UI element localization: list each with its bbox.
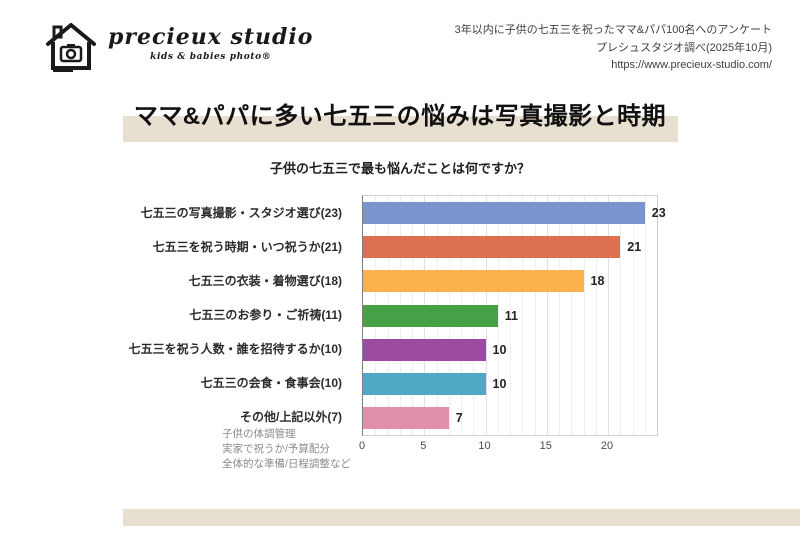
chart-question: 子供の七五三で最も悩んだことは何ですか？: [269, 161, 530, 176]
bar-value: 23: [651, 206, 666, 221]
page-title: ママ&パパに多い七五三の悩みは写真撮影と時期: [133, 103, 667, 130]
bar-value: 10: [492, 342, 507, 357]
brand-logo: precieux studio kids & babies photo®: [44, 20, 313, 74]
gridline: [595, 196, 597, 435]
bar-value: 10: [492, 376, 507, 391]
other-answers-note: 子供の体調管理実家で祝うか/予算配分全体的な準備/日程調整など: [222, 427, 351, 472]
category-label: 七五三を祝う時期・いつ祝うか(21): [152, 239, 342, 254]
bar: [363, 304, 498, 327]
bar-value: 18: [590, 274, 605, 289]
category-label: 七五三の写真撮影・スタジオ選び(23): [140, 205, 342, 220]
footer-accent-band: [123, 509, 800, 526]
x-tick-label: 15: [539, 440, 552, 452]
gridline: [583, 196, 585, 435]
gridline: [632, 196, 634, 435]
bar: [363, 202, 645, 225]
website-url[interactable]: https://www.precieux-studio.com/: [611, 59, 772, 72]
category-labels: 七五三の写真撮影・スタジオ選び(23) 七五三を祝う時期・いつ祝うか(21) 七五三…: [0, 195, 352, 436]
brand-name: precieux studio: [108, 24, 314, 50]
plot-area: 23 21 18 11 10 10 7: [362, 195, 666, 436]
brand-tagline: kids & babies photo®: [150, 52, 272, 62]
x-tick-label: 10: [478, 440, 491, 452]
gridline: [559, 196, 560, 435]
bar-value: 11: [504, 308, 518, 323]
house-camera-icon: [46, 23, 96, 72]
gridline: [608, 196, 609, 435]
x-tick-label: 20: [600, 440, 614, 452]
bar: [363, 270, 584, 293]
category-label: 七五三のお参り・ご祈祷(11): [189, 307, 342, 322]
gridline: [620, 196, 622, 435]
bar: [363, 406, 449, 429]
x-tick-label: 0: [358, 440, 366, 452]
gridline: [644, 196, 646, 435]
gridline: [571, 196, 573, 435]
bar-value: 7: [455, 410, 463, 425]
gridline: [522, 196, 524, 435]
survey-note-line-2: プレシュスタジオ調べ(2025年10月): [595, 41, 772, 54]
gridline: [510, 196, 511, 435]
bar: [363, 372, 486, 395]
gridline: [534, 196, 536, 435]
survey-note: 3年以内に子供の七五三を祝ったママ&パパ100名へのアンケート プレシュスタジオ…: [455, 22, 772, 75]
x-tick-label: 5: [420, 440, 427, 452]
brand-text: precieux studio kids & babies photo®: [108, 20, 313, 62]
note-line: 全体的な準備/日程調整など: [222, 458, 351, 470]
category-label: その他/上記以外(7): [239, 410, 342, 425]
note-line: 実家で祝うか/予算配分: [222, 443, 330, 455]
bar-value: 21: [627, 240, 642, 255]
note-line: 子供の体調管理: [222, 428, 296, 440]
bar: [363, 236, 621, 259]
title-highlight-band: [123, 116, 678, 142]
bar: [363, 338, 486, 361]
category-label: 七五三の会食・食事会(10): [200, 376, 342, 391]
category-label: 七五三を祝う人数・誰を招待するか(10): [128, 342, 342, 357]
category-label: 七五三の衣装・着物選び(18): [188, 273, 342, 288]
gridline: [497, 196, 499, 435]
survey-note-line-1: 3年以内に子供の七五三を祝ったママ&パパ100名へのアンケート: [454, 24, 772, 36]
gridline: [546, 196, 548, 435]
x-axis-ticks: 0 5 10 15 20: [358, 440, 658, 454]
